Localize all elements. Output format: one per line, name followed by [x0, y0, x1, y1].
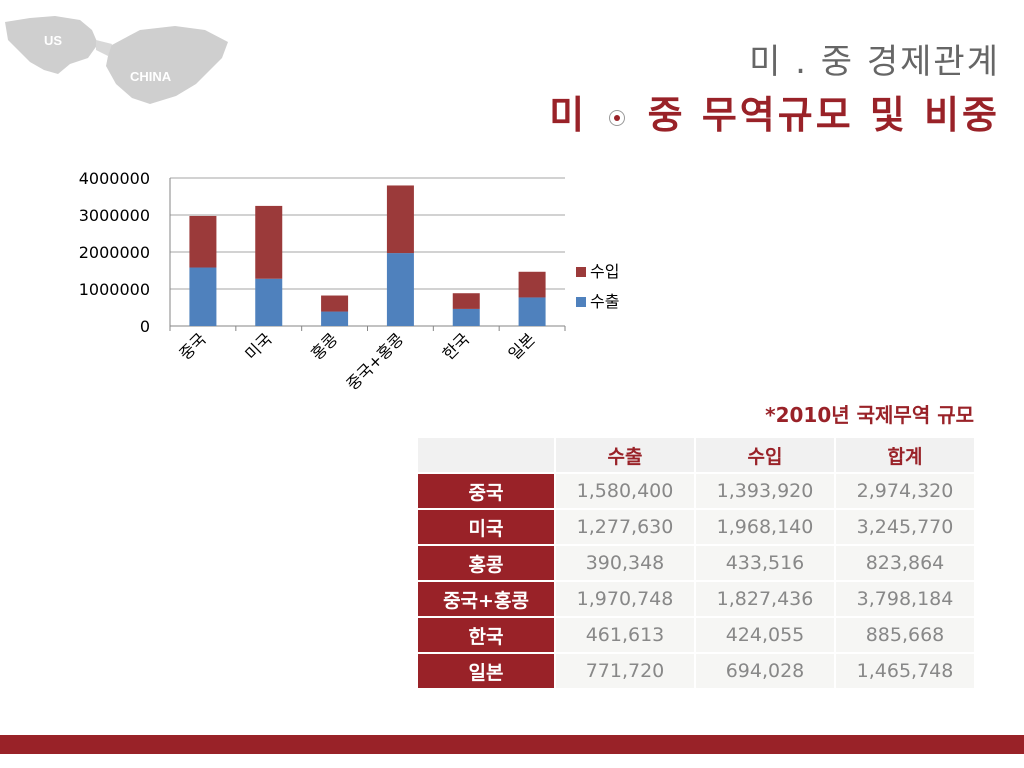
table-corner-cell [418, 438, 554, 472]
legend-swatch-수출 [576, 297, 586, 307]
slide-title: 미 중 무역규모 및 비중 [549, 84, 1000, 139]
table-cell: 1,970,748 [556, 582, 694, 616]
table-cell: 390,348 [556, 546, 694, 580]
bar-수출 [321, 311, 349, 326]
table-cell: 1,393,920 [696, 474, 834, 508]
bar-수입 [518, 271, 546, 298]
map-shape [5, 16, 228, 104]
bullet-dot-icon [609, 109, 626, 126]
legend-label: 수입 [590, 262, 619, 281]
column-header: 수입 [696, 438, 834, 472]
table-cell: 3,245,770 [836, 510, 974, 544]
table-cell: 1,827,436 [696, 582, 834, 616]
trade-table: 수출 수입 합계 중국 1,580,400 1,393,920 2,974,32… [416, 436, 976, 690]
y-tick-label: 0 [140, 317, 150, 336]
row-label: 중국 [418, 474, 554, 508]
column-header: 수출 [556, 438, 694, 472]
bar-수입 [386, 185, 414, 254]
y-tick-label: 3000000 [79, 206, 150, 225]
table-cell: 1,277,630 [556, 510, 694, 544]
bar-수입 [255, 205, 283, 279]
table-caption: *2010년 국제무역 규모 [765, 403, 974, 427]
y-tick-label: 4000000 [79, 169, 150, 188]
table-cell: 1,580,400 [556, 474, 694, 508]
table-row: 홍콩 390,348 433,516 823,864 [418, 546, 974, 580]
footer-bar [0, 735, 1024, 754]
table-cell: 1,968,140 [696, 510, 834, 544]
row-label: 홍콩 [418, 546, 554, 580]
column-header: 합계 [836, 438, 974, 472]
bar-수입 [321, 295, 349, 312]
table-cell: 1,465,748 [836, 654, 974, 688]
title-part-right: 중 무역규모 및 비중 [647, 93, 1000, 137]
table-row: 한국 461,613 424,055 885,668 [418, 618, 974, 652]
legend-label: 수출 [590, 292, 619, 311]
trade-chart: 0 1000000 2000000 3000000 4000000 중국 미국 홍콩 중국+홍콩… [60, 165, 660, 434]
world-map-graphic: US CHINA [0, 0, 240, 130]
table-cell: 2,974,320 [836, 474, 974, 508]
map-label-china: CHINA [130, 69, 172, 84]
x-tick-label: 홍콩 [307, 329, 341, 363]
bar-수출 [452, 308, 480, 326]
table-cell: 424,055 [696, 618, 834, 652]
bar-수출 [386, 253, 414, 326]
table-row: 중국 1,580,400 1,393,920 2,974,320 [418, 474, 974, 508]
chart-svg: 0 1000000 2000000 3000000 4000000 중국 미국 홍콩 중국+홍콩… [79, 169, 620, 394]
bar-수출 [518, 297, 546, 326]
row-label: 중국+홍콩 [418, 582, 554, 616]
table-cell: 771,720 [556, 654, 694, 688]
table-row: 일본 771,720 694,028 1,465,748 [418, 654, 974, 688]
legend-swatch-수입 [576, 267, 586, 277]
table-row: 중국+홍콩 1,970,748 1,827,436 3,798,184 [418, 582, 974, 616]
bar-수출 [189, 267, 217, 326]
bar-수입 [189, 215, 217, 268]
y-tick-label: 2000000 [79, 243, 150, 262]
table-cell: 823,864 [836, 546, 974, 580]
table-row: 미국 1,277,630 1,968,140 3,245,770 [418, 510, 974, 544]
x-tick-label: 일본 [505, 329, 539, 363]
table-cell: 3,798,184 [836, 582, 974, 616]
x-tick-label: 중국+홍콩 [343, 329, 408, 394]
bar-수입 [452, 293, 480, 309]
table-cell: 885,668 [836, 618, 974, 652]
table-cell: 433,516 [696, 546, 834, 580]
row-label: 미국 [418, 510, 554, 544]
table-cell: 461,613 [556, 618, 694, 652]
row-label: 일본 [418, 654, 554, 688]
x-tick-label: 중국 [175, 329, 209, 363]
title-part-left: 미 [549, 93, 588, 137]
x-tick-label: 한국 [439, 329, 473, 363]
slide-subtitle: 미 . 중 경제관계 [749, 42, 1000, 82]
x-tick-label: 미국 [241, 329, 275, 363]
table-header-row: 수출 수입 합계 [418, 438, 974, 472]
row-label: 한국 [418, 618, 554, 652]
y-tick-label: 1000000 [79, 280, 150, 299]
bar-수출 [255, 278, 283, 326]
table-cell: 694,028 [696, 654, 834, 688]
map-label-us: US [44, 33, 63, 48]
